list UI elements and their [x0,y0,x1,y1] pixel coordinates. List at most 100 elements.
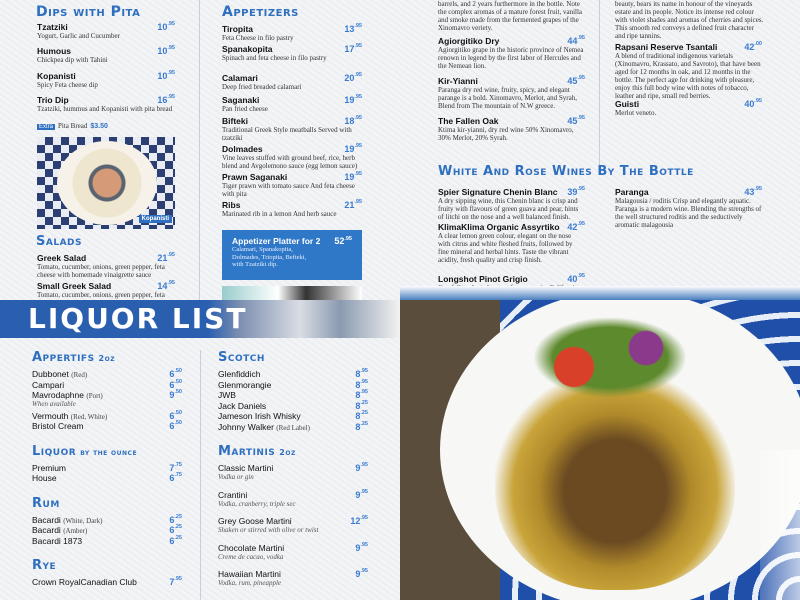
price-cents: .95 [360,568,368,574]
item-name: Rapsani Reserve Tsantali [615,42,718,52]
price: 13.95 [344,23,362,34]
section-heading-rum: Rum [32,496,60,511]
food-photo-strip [222,286,362,300]
item-name: Prawn Saganaki [222,172,288,182]
price: 6.75 [169,472,182,483]
item-name: Longshot Pinot Grigio [438,274,528,284]
item-desc: A clear lemon green colour, elegant on t… [438,232,573,264]
menu-item: Greek Salad Tomato, cucumber, onions, gre… [37,252,175,279]
price-cents: .95 [354,171,362,177]
price-cents: .50 [174,409,182,416]
price-dollars: 21 [157,253,168,263]
price-dollars: 12 [350,516,361,526]
extra-price: $3.50 [90,123,108,130]
price-cents: .95 [354,43,362,49]
price: 43.95 [744,186,762,197]
liquor-name: Bacardi [32,514,61,525]
food-plate-photo [400,300,800,600]
price: 21.95 [157,252,175,263]
price-cents: .25 [360,410,368,416]
liquor-name: JWB [218,390,236,400]
liquor-name: Glenfiddich [218,369,261,379]
red-wine-intro-2: beauty, bears its name in honour of the … [615,0,764,40]
salads-heading: Salads [36,234,82,249]
food-menu-photo: Dips with Pita Tzatziki Yogurt, Garlic an… [0,0,400,300]
price-cents: .95 [360,462,368,468]
appetizers-heading: Appetizers [222,4,299,20]
section-heading-apertifs: Appertifs 2oz [32,350,115,365]
price-dollars: 16 [157,95,168,105]
liquor-subnote: When available [32,400,76,408]
liquor-name: Hawaiian Martini [218,569,281,579]
menu-item: Agiorgitiko Dry Agiorgitiko grape in the … [438,35,585,70]
price: 8.95 [355,379,368,390]
price-cents: .50 [174,420,182,426]
price-cents: .50 [174,378,182,385]
price: 9.95 [355,462,368,473]
price-dollars: 42 [744,42,755,52]
liquor-row: Mavrodaphne (Port) 9.50 [32,389,182,400]
liquor-row: Vermouth (Red, White) 6.50 [32,409,182,421]
menu-item: Small Greek Salad Tomato, cucumber, onion… [37,280,175,300]
liquor-title: Liquor List [28,302,248,335]
section-title: Rum [32,495,60,511]
item-desc: A blend of traditional indigenous variet… [615,52,761,100]
item-name: Bifteki [222,116,248,126]
price-cents: .95 [360,515,368,521]
menu-item: Humous Chickpea dip with Tahini 10.95 [37,45,175,64]
item-desc: Deep fried breaded calamari [222,83,302,91]
price: 8.95 [355,368,368,379]
section-heading-rye: Rye [32,558,56,573]
item-desc: Tzatziki, hummus and Kopanisti with pita… [37,105,173,113]
price-cents: .95 [167,70,175,76]
price-cents: .95 [167,280,175,286]
stew [495,370,735,590]
liquor-name: Bacardi [32,525,61,535]
section-unit: by the ounce [80,447,138,457]
price-dollars: 14 [157,281,168,291]
price: 10.95 [157,45,175,56]
liquor-note: (Red Label) [276,423,310,432]
price-dollars: 6 [169,525,175,535]
price-dollars: 19 [344,95,355,105]
price: 8.95 [355,389,368,400]
price-dollars: 8 [355,411,361,421]
price-cents: .25 [174,524,182,530]
liquor-subnote: Vodka or gin [218,473,254,481]
price-cents: .95 [354,143,362,149]
liquor-note: (Amber) [63,527,88,535]
price: 6.25 [169,524,182,535]
extra-text: Pita Bread [58,122,88,130]
liquor-name: Premium [32,462,67,473]
price: 7.95 [169,576,182,587]
liquor-row: Johnny Walker (Red Label) 8.25 [218,421,368,432]
extra-pita: Extra Pita Bread $3.50 [37,122,108,131]
liquor-name: Bristol Cream [32,421,84,431]
price-cents: .95 [360,541,368,548]
price: 9.95 [355,541,368,553]
item-name: KlimaKlima Organic Assyrtiko [438,222,560,232]
price-dollars: 20 [344,73,355,83]
platter-name: Appetizer Platter for 2 [232,236,321,246]
price-dollars: 8 [355,369,361,379]
salad [520,310,700,405]
item-desc: Spinach and feta cheese in filo pastry [222,54,327,62]
menu-item: Spanakopita Spinach and feta cheese in fi… [222,43,362,62]
price-dollars: 9 [355,569,361,579]
menu-item: Ribs Marinated rib in a lemon And herb sa… [222,199,362,218]
item-desc: Pan fried cheese [222,105,268,113]
liquor-row: Crown RoyalCanadian Club 7.95 [32,576,182,587]
liquor-row: Glenmorangie 8.95 [218,379,368,390]
menu-item: Tzatziki Yogurt, Garlic and Cucumber 10.95 [37,21,175,40]
section-title: Martinis [218,444,276,459]
dip-plate [57,141,157,225]
column-divider [599,0,600,165]
price-dollars: 13 [344,24,355,34]
white-wines-heading: White And Rose Wines By The Bottle [438,164,694,179]
price-cents: .95 [354,115,362,121]
price-cents: .95 [354,72,362,78]
price-dollars: 8 [355,390,361,400]
price-dollars: 9 [355,489,361,500]
price: 6.50 [169,368,182,379]
price-cents: .95 [360,368,368,374]
